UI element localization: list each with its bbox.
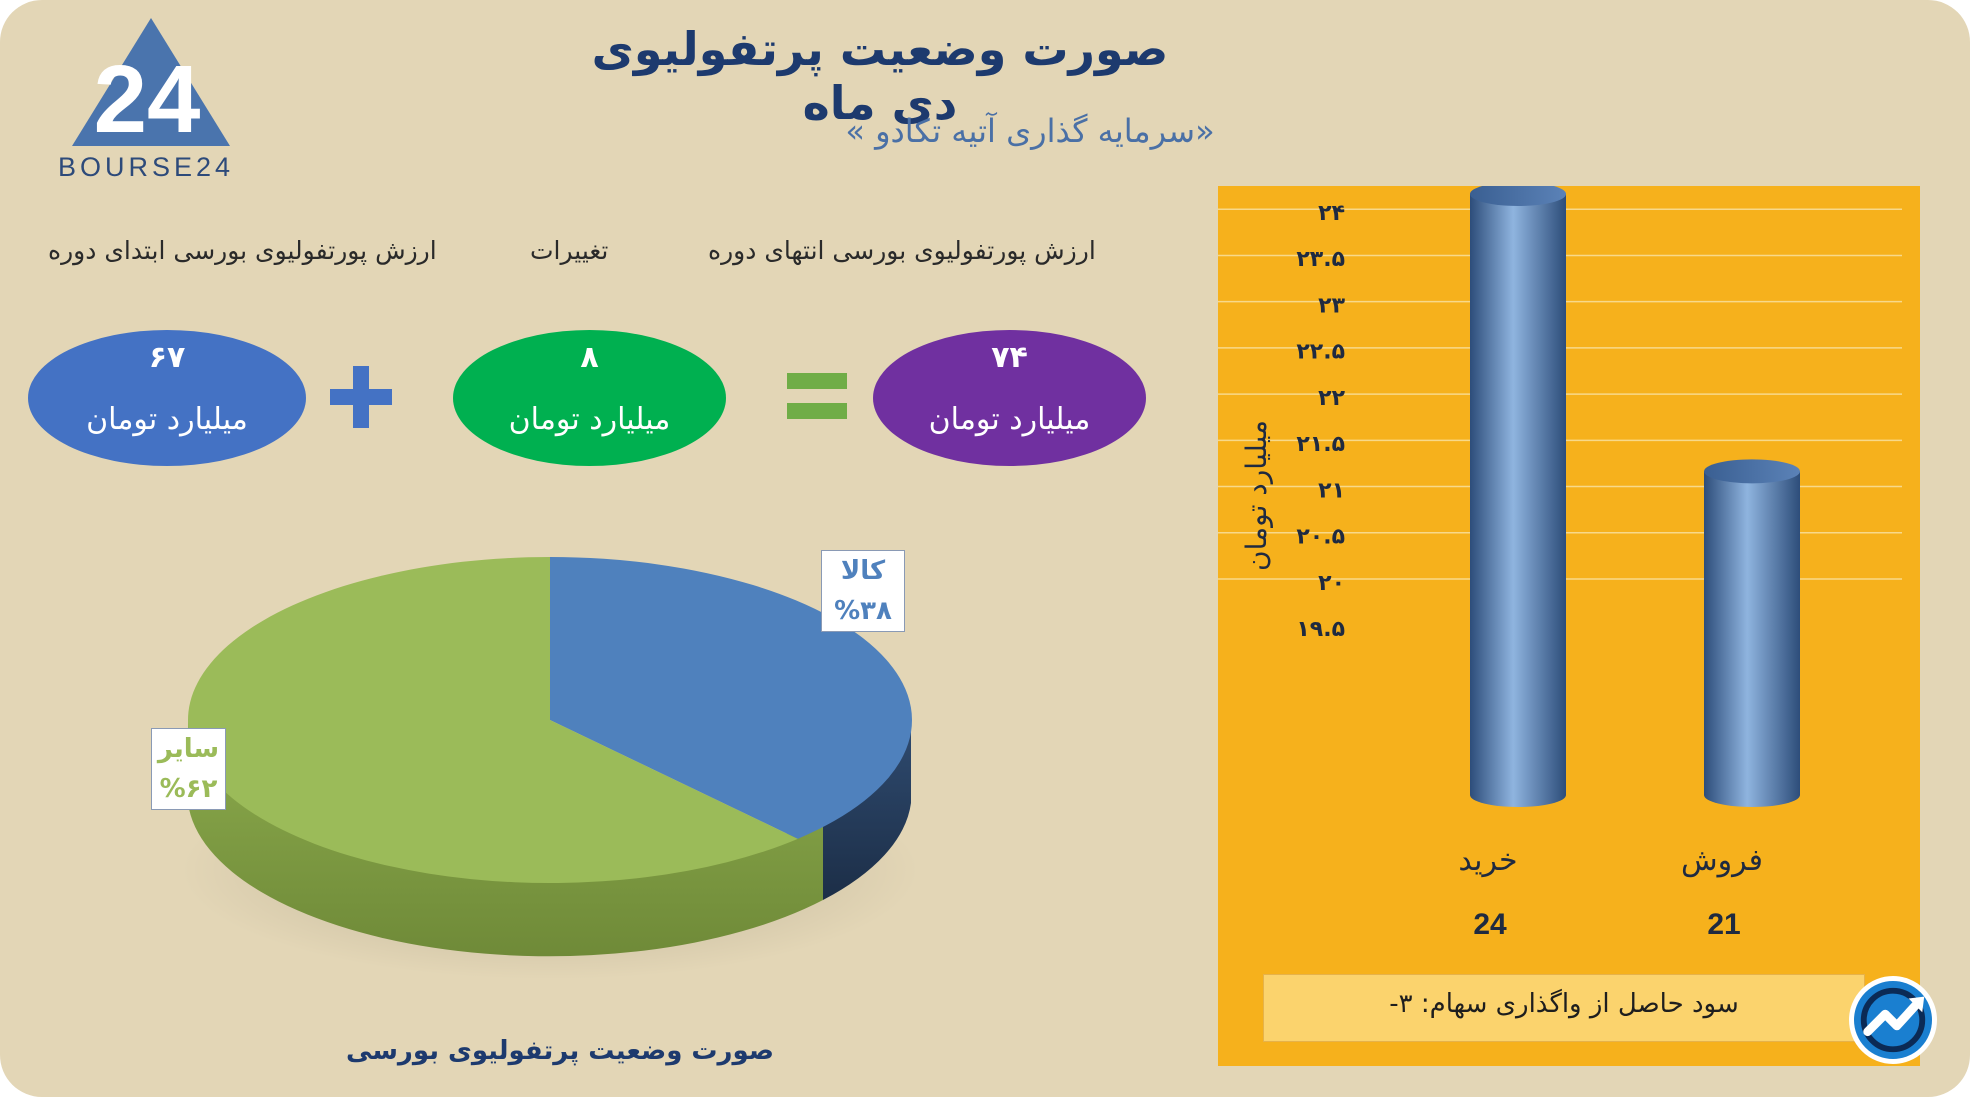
end-value-label: ارزش پورتفولیوی بورسی انتهای دوره (708, 236, 1096, 265)
x-category-label: فروش (1681, 843, 1763, 878)
start-value-label: ارزش پورتفولیوی بورسی ابتدای دوره (48, 236, 437, 265)
profit-box: سود حاصل از واگذاری سهام: ۳- (1263, 974, 1865, 1042)
end-value: ۷۴ (991, 340, 1028, 375)
logo-text: BOURSE24 (58, 152, 235, 182)
bar-1 (1704, 459, 1800, 807)
change-value: ۸ (580, 340, 599, 375)
bar-value-label: 21 (1707, 908, 1740, 941)
change-oval: ۸ میلیارد تومان (453, 330, 726, 466)
equals-icon (787, 373, 847, 419)
end-value-oval: ۷۴ میلیارد تومان (873, 330, 1146, 466)
change-label: تغییرات (530, 236, 609, 265)
pie-label-other-name: سایر (157, 734, 220, 764)
y-tick-label: ۲۰ (1318, 571, 1345, 596)
end-value-unit: میلیارد تومان (928, 402, 1091, 437)
start-value: ۶۷ (148, 340, 186, 375)
y-tick-label: ۲۱.۵ (1296, 432, 1345, 457)
y-tick-label: ۲۳.۵ (1296, 247, 1345, 272)
pie-label-other: سایر %۶۲ (151, 728, 226, 810)
bar-y-axis-label: میلیارد تومان (1240, 420, 1273, 571)
pie-label-other-pct: %۶۲ (159, 774, 218, 804)
change-value-unit: میلیارد تومان (508, 402, 671, 437)
page-title: صورت وضعیت پرتفولیوی دی ماه (591, 22, 1169, 130)
start-value-oval: ۶۷ میلیارد تومان (28, 330, 306, 466)
y-tick-label: ۱۹.۵ (1296, 617, 1345, 642)
y-tick-label: ۲۲.۵ (1296, 340, 1345, 365)
pie-chart (180, 557, 920, 980)
pie-slice-1 (187, 557, 798, 883)
start-value-unit: میلیارد تومان (86, 402, 248, 437)
trend-up-icon (1860, 987, 1926, 1053)
plus-icon (330, 366, 392, 428)
pie-label-kala-pct: %۳۸ (834, 596, 892, 626)
pie-label-kala-name: کالا (840, 556, 886, 586)
y-tick-label: ۲۳ (1318, 293, 1345, 318)
x-category-label: خرید (1458, 843, 1517, 878)
y-tick-label: ۲۴ (1318, 201, 1345, 226)
bar-0 (1470, 186, 1566, 807)
bourse24-logo: 24 (72, 18, 230, 153)
y-tick-label: ۲۰.۵ (1296, 525, 1345, 550)
page-subtitle: «سرمایه گذاری آتیه تکادو » (845, 112, 1215, 150)
bar-value-label: 24 (1473, 908, 1507, 941)
trend-badge (1849, 976, 1937, 1064)
bar-chart-panel (1218, 186, 1920, 1066)
y-tick-label: ۲۱ (1318, 478, 1345, 503)
pie-label-kala: کالا %۳۸ (821, 550, 905, 632)
y-tick-label: ۲۲ (1318, 386, 1345, 411)
pie-caption: صورت وضعیت پرتفولیوی بورسی (346, 1036, 774, 1066)
logo-mark: 24 (94, 46, 201, 153)
